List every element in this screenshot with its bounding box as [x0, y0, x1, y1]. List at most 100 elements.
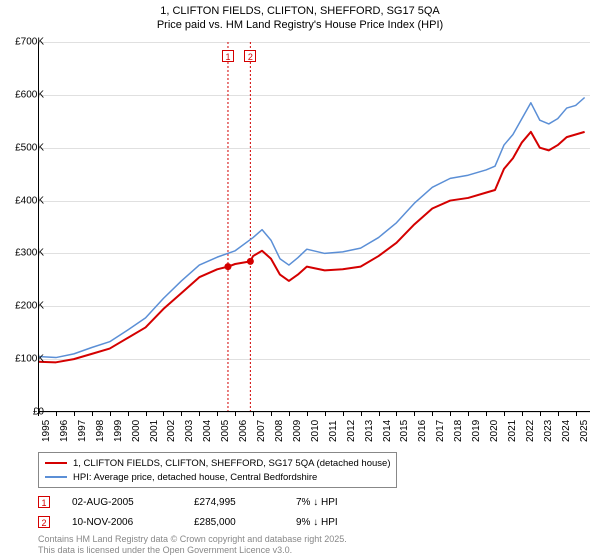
x-tick-label: 2000: [131, 420, 142, 442]
sale-point: [224, 263, 231, 270]
x-axis-ticks: 1995199619971998199920002001200220032004…: [38, 412, 590, 452]
y-tick-label: £700K: [15, 37, 44, 48]
footer-line2: This data is licensed under the Open Gov…: [38, 545, 347, 556]
legend-label: 1, CLIFTON FIELDS, CLIFTON, SHEFFORD, SG…: [73, 458, 390, 469]
x-tick-mark: [163, 412, 164, 416]
x-tick-mark: [110, 412, 111, 416]
sale-diff: 7% ↓ HPI: [296, 497, 376, 508]
x-tick-mark: [379, 412, 380, 416]
x-tick-mark: [343, 412, 344, 416]
y-tick-label: £100K: [15, 354, 44, 365]
sale-row: 2 10-NOV-2006 £285,000 9% ↓ HPI: [38, 512, 376, 532]
x-tick-mark: [486, 412, 487, 416]
sale-point: [247, 258, 254, 265]
x-tick-mark: [307, 412, 308, 416]
x-tick-label: 2025: [579, 420, 590, 442]
footer-attribution: Contains HM Land Registry data © Crown c…: [38, 534, 347, 556]
x-tick-label: 2022: [525, 420, 536, 442]
sale-row-marker: 2: [38, 516, 50, 528]
legend-label: HPI: Average price, detached house, Cent…: [73, 472, 317, 483]
x-tick-mark: [504, 412, 505, 416]
title-line1: 1, CLIFTON FIELDS, CLIFTON, SHEFFORD, SG…: [0, 4, 600, 18]
x-tick-mark: [325, 412, 326, 416]
x-tick-label: 1996: [59, 420, 70, 442]
x-tick-label: 2011: [328, 420, 339, 442]
y-tick-label: £300K: [15, 248, 44, 259]
x-tick-label: 2017: [435, 420, 446, 442]
x-tick-mark: [217, 412, 218, 416]
x-tick-label: 2012: [346, 420, 357, 442]
x-tick-label: 2019: [471, 420, 482, 442]
x-tick-mark: [199, 412, 200, 416]
sale-price: £274,995: [194, 497, 274, 508]
x-tick-mark: [289, 412, 290, 416]
x-tick-label: 2007: [256, 420, 267, 442]
legend-swatch: [45, 462, 67, 464]
x-tick-label: 2024: [561, 420, 572, 442]
chart-title: 1, CLIFTON FIELDS, CLIFTON, SHEFFORD, SG…: [0, 0, 600, 33]
chart-container: 1, CLIFTON FIELDS, CLIFTON, SHEFFORD, SG…: [0, 0, 600, 560]
legend-item: 1, CLIFTON FIELDS, CLIFTON, SHEFFORD, SG…: [45, 456, 390, 470]
sale-date: 02-AUG-2005: [72, 497, 172, 508]
x-tick-mark: [468, 412, 469, 416]
sale-date: 10-NOV-2006: [72, 517, 172, 528]
y-tick-label: £500K: [15, 142, 44, 153]
sale-row: 1 02-AUG-2005 £274,995 7% ↓ HPI: [38, 492, 376, 512]
x-tick-label: 2021: [507, 420, 518, 442]
x-tick-mark: [558, 412, 559, 416]
x-tick-label: 2004: [202, 420, 213, 442]
sale-marker-box: 1: [222, 50, 234, 62]
x-tick-mark: [181, 412, 182, 416]
sale-diff: 9% ↓ HPI: [296, 517, 376, 528]
x-tick-mark: [414, 412, 415, 416]
sale-row-marker: 1: [38, 496, 50, 508]
x-tick-mark: [271, 412, 272, 416]
x-tick-label: 2006: [238, 420, 249, 442]
x-tick-label: 1997: [77, 420, 88, 442]
x-tick-label: 2013: [364, 420, 375, 442]
x-tick-mark: [92, 412, 93, 416]
line-series: [38, 42, 590, 412]
sales-table: 1 02-AUG-2005 £274,995 7% ↓ HPI 2 10-NOV-2006…: [38, 492, 376, 532]
x-tick-mark: [38, 412, 39, 416]
title-line2: Price paid vs. HM Land Registry's House …: [0, 18, 600, 32]
x-tick-mark: [522, 412, 523, 416]
x-tick-mark: [396, 412, 397, 416]
y-tick-label: £200K: [15, 301, 44, 312]
x-tick-mark: [576, 412, 577, 416]
legend-box: 1, CLIFTON FIELDS, CLIFTON, SHEFFORD, SG…: [38, 452, 397, 488]
series-line: [38, 132, 585, 362]
x-tick-label: 2001: [149, 420, 160, 442]
sale-marker-box: 2: [244, 50, 256, 62]
x-tick-label: 2015: [399, 420, 410, 442]
x-tick-label: 2003: [184, 420, 195, 442]
x-tick-label: 1995: [41, 420, 52, 442]
x-tick-label: 1998: [95, 420, 106, 442]
x-tick-label: 2014: [382, 420, 393, 442]
x-tick-mark: [235, 412, 236, 416]
x-tick-mark: [540, 412, 541, 416]
x-tick-mark: [146, 412, 147, 416]
x-tick-mark: [56, 412, 57, 416]
legend-swatch: [45, 476, 67, 478]
x-tick-mark: [74, 412, 75, 416]
x-tick-label: 2009: [292, 420, 303, 442]
sale-price: £285,000: [194, 517, 274, 528]
y-tick-label: £400K: [15, 195, 44, 206]
x-tick-label: 2010: [310, 420, 321, 442]
legend-item: HPI: Average price, detached house, Cent…: [45, 470, 390, 484]
x-tick-label: 2020: [489, 420, 500, 442]
x-tick-label: 2023: [543, 420, 554, 442]
series-line: [38, 98, 585, 358]
x-tick-label: 1999: [113, 420, 124, 442]
x-tick-mark: [128, 412, 129, 416]
footer-line1: Contains HM Land Registry data © Crown c…: [38, 534, 347, 545]
x-tick-label: 2016: [417, 420, 428, 442]
x-tick-label: 2008: [274, 420, 285, 442]
x-tick-mark: [361, 412, 362, 416]
x-tick-mark: [432, 412, 433, 416]
x-tick-label: 2005: [220, 420, 231, 442]
y-tick-label: £600K: [15, 89, 44, 100]
x-tick-mark: [253, 412, 254, 416]
x-tick-mark: [450, 412, 451, 416]
